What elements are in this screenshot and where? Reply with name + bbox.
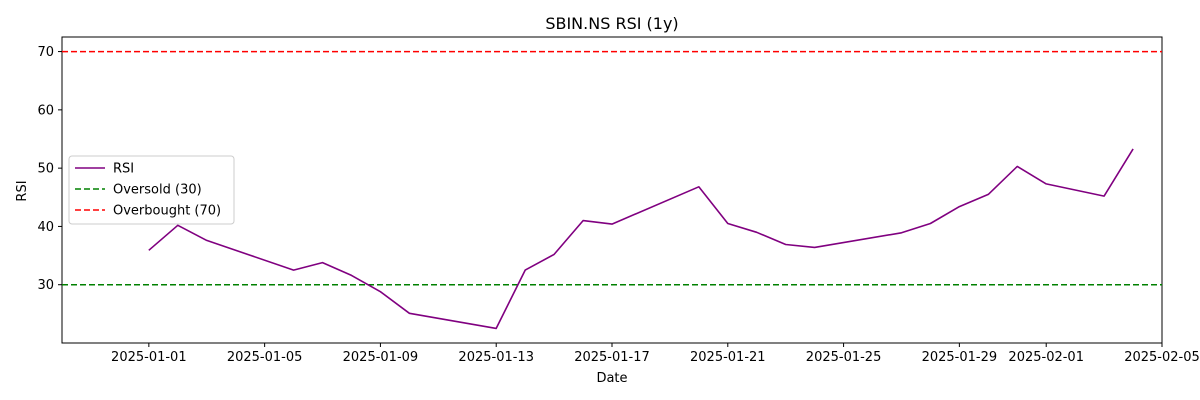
x-tick-label: 2025-01-21: [690, 350, 766, 365]
x-tick-label: 2025-01-05: [227, 350, 303, 365]
y-axis-label: RSI: [15, 180, 30, 201]
x-tick-label: 2025-01-25: [806, 350, 882, 365]
chart-title: SBIN.NS RSI (1y): [545, 14, 678, 33]
y-tick-label: 60: [37, 103, 54, 118]
y-tick-label: 40: [37, 220, 54, 235]
x-tick-label: 2025-01-13: [458, 350, 534, 365]
x-axis-label: Date: [596, 371, 627, 386]
x-tick-label: 2025-01-29: [922, 350, 998, 365]
y-tick-label: 70: [37, 45, 54, 60]
x-tick-label: 2025-02-05: [1124, 350, 1200, 365]
legend-label: RSI: [113, 162, 134, 177]
x-tick-label: 2025-01-01: [111, 350, 187, 365]
x-tick-label: 2025-02-01: [1008, 350, 1084, 365]
y-tick-label: 30: [37, 278, 54, 293]
plot-area: 30 40 50 60 70 2025-01-01 2025-01-05 2025-01-09…: [37, 36, 1200, 365]
legend-label: Overbought (70): [113, 204, 221, 219]
legend-label: Oversold (30): [113, 183, 202, 198]
rsi-line: [148, 148, 1134, 330]
x-tick-label: 2025-01-17: [574, 350, 650, 365]
legend-box: [68, 155, 235, 225]
y-tick-label: 50: [37, 162, 54, 177]
x-tick-label: 2025-01-09: [343, 350, 419, 365]
